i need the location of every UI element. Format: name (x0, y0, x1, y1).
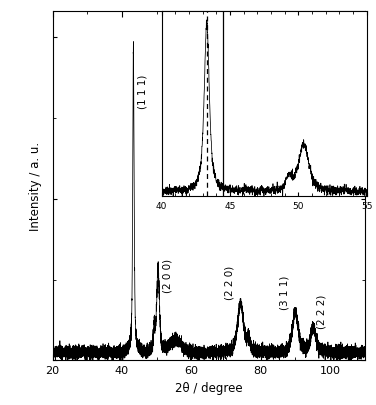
Text: (2 2 2): (2 2 2) (316, 294, 326, 328)
X-axis label: 2θ / degree: 2θ / degree (175, 381, 243, 394)
Text: (3 1 1): (3 1 1) (279, 275, 289, 309)
Y-axis label: Intensity / a. u.: Intensity / a. u. (29, 142, 42, 231)
Text: (2 2 0): (2 2 0) (224, 265, 235, 299)
Text: (2 0 0): (2 0 0) (163, 259, 173, 293)
Text: (1 1 1): (1 1 1) (137, 75, 147, 109)
